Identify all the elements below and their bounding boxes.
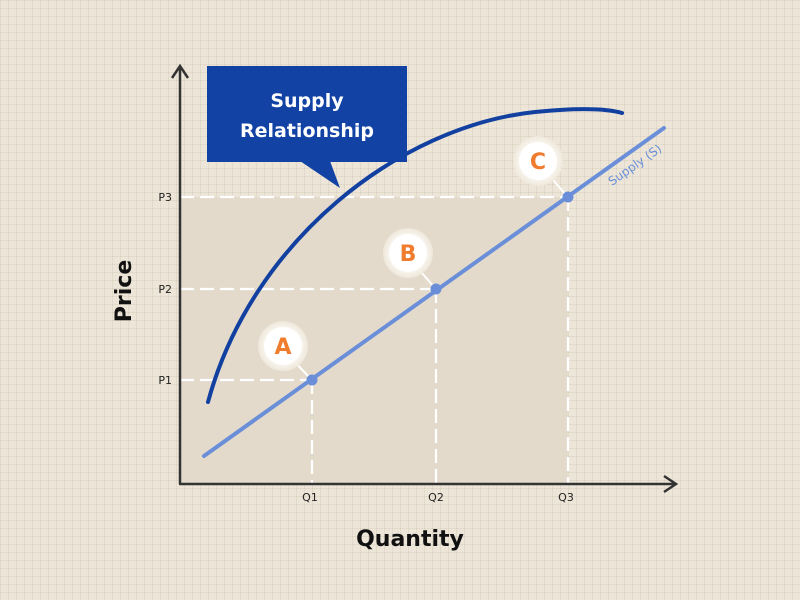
y-tick-label-p1: P1 [158, 374, 172, 387]
x-tick-label-q1: Q1 [302, 491, 318, 504]
callout-background [207, 66, 407, 162]
y-axis-arrow-icon [170, 63, 190, 79]
supply-point-c [562, 191, 574, 203]
x-axis-arrow-icon [663, 474, 679, 494]
x-axis-title: Quantity [356, 527, 464, 552]
badge-b-letter: B [400, 242, 417, 267]
axes [170, 63, 679, 494]
y-tick-labels: P1 P2 P3 [158, 191, 172, 387]
badge-c-letter: C [530, 150, 546, 175]
badge-c: C [513, 136, 563, 186]
x-tick-label-q3: Q3 [558, 491, 574, 504]
supply-point-a [306, 374, 318, 386]
badge-a: A [258, 321, 308, 371]
callout-pointer [300, 161, 340, 188]
guide-lines [180, 195, 570, 484]
callout-line2: Relationship [240, 120, 374, 142]
badge-b: B [383, 228, 433, 278]
point-badges: A B C [258, 136, 563, 371]
supply-point-b [430, 283, 442, 295]
callout-box: Supply Relationship [207, 66, 407, 188]
badge-a-letter: A [274, 335, 291, 360]
x-tick-labels: Q1 Q2 Q3 [302, 491, 574, 504]
y-tick-label-p2: P2 [158, 283, 172, 296]
callout-line1: Supply [270, 90, 344, 112]
supply-relationship-curve [206, 107, 624, 404]
x-tick-label-q2: Q2 [428, 491, 444, 504]
supply-points [306, 191, 574, 386]
y-axis-title: Price [112, 260, 137, 322]
y-tick-label-p3: P3 [158, 191, 172, 204]
